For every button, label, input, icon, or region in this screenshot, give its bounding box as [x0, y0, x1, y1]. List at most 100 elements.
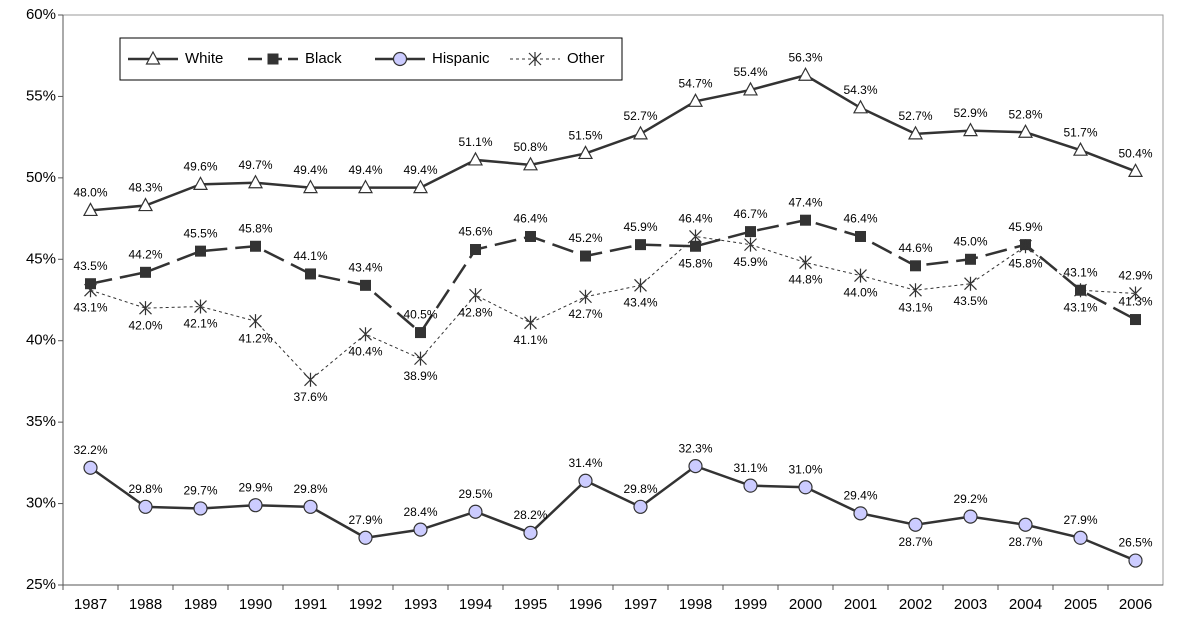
data-label: 31.4% [568, 456, 602, 470]
data-label: 42.0% [128, 318, 162, 332]
marker-star [84, 283, 97, 298]
legend-label: Other [567, 50, 605, 67]
marker-triangle [907, 125, 924, 140]
data-label: 52.7% [898, 109, 932, 123]
marker-triangle [632, 125, 649, 140]
marker-star [304, 372, 317, 387]
legend-label: Hispanic [432, 50, 490, 67]
data-label: 31.1% [733, 461, 767, 475]
marker-triangle [852, 99, 869, 114]
x-tick-label: 1999 [734, 596, 767, 613]
marker-circle [578, 473, 593, 488]
data-label: 27.9% [1063, 513, 1097, 527]
y-tick-label: 50% [26, 169, 56, 186]
data-label: 45.8% [678, 256, 712, 270]
marker-triangle [192, 176, 209, 190]
marker-square [415, 327, 426, 339]
marker-square [965, 253, 976, 265]
data-label: 50.8% [513, 140, 547, 154]
x-tick-label: 1995 [514, 596, 547, 613]
marker-triangle [82, 202, 99, 217]
marker-square [910, 260, 921, 272]
x-tick-label: 1992 [349, 596, 382, 613]
marker-triangle [357, 179, 374, 194]
data-label: 49.4% [348, 163, 382, 177]
data-label: 44.1% [293, 249, 327, 263]
marker-circle [743, 478, 758, 493]
data-label: 28.4% [403, 505, 437, 519]
marker-square [525, 230, 536, 242]
marker-star [139, 301, 152, 316]
y-tick-label: 25% [26, 576, 56, 593]
marker-square [1130, 314, 1141, 326]
data-label: 48.3% [128, 181, 162, 195]
marker-star [1129, 286, 1142, 301]
x-tick-label: 1991 [294, 596, 327, 613]
data-label: 45.5% [183, 226, 217, 240]
y-tick-label: 40% [26, 332, 56, 349]
marker-star [634, 278, 647, 293]
data-label: 29.8% [128, 482, 162, 496]
x-tick-label: 2003 [954, 596, 987, 613]
marker-triangle [522, 156, 539, 171]
y-tick-label: 35% [26, 413, 56, 430]
data-label: 54.3% [843, 83, 877, 97]
data-label: 29.5% [458, 487, 492, 501]
marker-circle [688, 459, 703, 474]
marker-circle [1128, 553, 1143, 568]
data-label: 44.8% [788, 273, 822, 287]
marker-star [528, 52, 542, 66]
data-label: 52.9% [953, 106, 987, 120]
data-label: 43.1% [1063, 300, 1097, 314]
marker-star [414, 351, 427, 366]
data-label: 45.9% [1008, 220, 1042, 234]
data-label: 43.1% [73, 300, 107, 314]
marker-circle [303, 499, 318, 514]
data-label: 37.6% [293, 390, 327, 404]
marker-circle [413, 522, 428, 537]
series: 48.0% 48.3% 49.6% 49.7% 49.4% 49.4% 49.4% 51.1%… [73, 50, 1153, 217]
x-tick-label: 1989 [184, 596, 217, 613]
data-label: 49.4% [403, 163, 437, 177]
data-label: 47.4% [788, 195, 822, 209]
series-line [90, 235, 1136, 381]
data-label: 40.4% [348, 344, 382, 358]
marker-square [360, 279, 371, 291]
y-tick-label: 55% [26, 87, 56, 104]
x-tick-label: 1987 [74, 596, 107, 613]
marker-square [195, 245, 206, 257]
series-line [90, 73, 1136, 212]
marker-star [964, 276, 977, 291]
plot-frame [62, 14, 1164, 586]
marker-star [744, 237, 757, 252]
marker-circle [193, 501, 208, 516]
data-label: 44.0% [843, 286, 877, 300]
x-tick-label: 2006 [1119, 596, 1152, 613]
data-label: 51.1% [458, 135, 492, 149]
marker-triangle [137, 197, 154, 212]
data-label: 28.7% [1008, 535, 1042, 549]
marker-circle [392, 51, 408, 67]
data-label: 42.9% [1118, 269, 1152, 283]
y-tick-label: 30% [26, 495, 56, 512]
data-label: 48.0% [73, 186, 107, 200]
marker-circle [523, 525, 538, 540]
marker-star [524, 315, 537, 330]
marker-circle [798, 480, 813, 495]
data-label: 45.6% [458, 225, 492, 239]
data-label: 46.4% [513, 212, 547, 226]
data-label: 29.9% [238, 480, 272, 494]
data-label: 29.4% [843, 489, 877, 503]
marker-circle [468, 504, 483, 519]
marker-triangle [742, 81, 759, 96]
data-label: 52.7% [623, 109, 657, 123]
y-tick-label: 60% [26, 6, 56, 23]
marker-star [1074, 283, 1087, 298]
marker-triangle [302, 179, 319, 194]
data-label: 49.4% [293, 163, 327, 177]
marker-square [855, 230, 866, 242]
data-label: 45.9% [623, 220, 657, 234]
x-tick-label: 1994 [459, 596, 492, 613]
data-label: 49.7% [238, 158, 272, 172]
data-label: 26.5% [1118, 536, 1152, 550]
